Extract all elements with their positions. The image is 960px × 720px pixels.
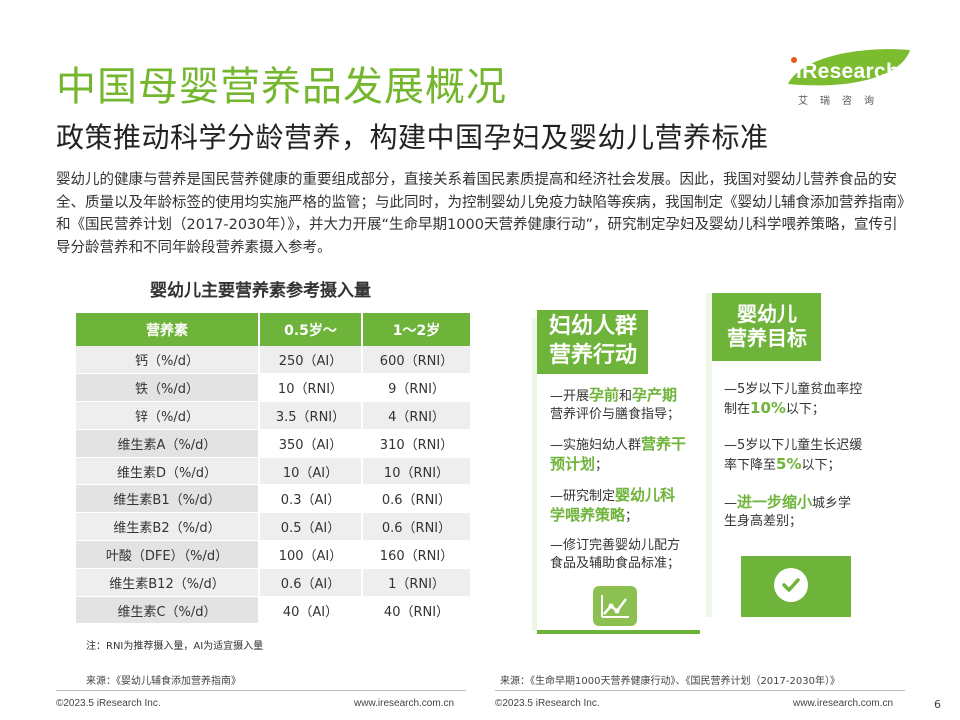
action-item: —修订完善婴幼儿配方食品及辅助食品标准； (550, 538, 681, 571)
cell-nutrient: 维生素B2（%/d） (76, 512, 260, 542)
footer-copyright-right: ©2023.5 iResearch Inc. (495, 698, 600, 709)
cell-value: 10（AI） (259, 457, 363, 486)
cell-value: 10（RNI） (362, 457, 470, 486)
cell-nutrient: 铁（%/d） (76, 373, 260, 403)
cell-value: 100（AI） (259, 540, 363, 569)
table-row: 维生素B1（%/d） 0.3（AI） 0.6（RNI） (76, 484, 470, 514)
source-left: 来源：《婴幼儿辅食添加营养指南》 (86, 676, 241, 687)
cell-value: 600（RNI） (362, 346, 470, 375)
table-row: 叶酸（DFE）（%/d） 100（AI） 160（RNI） (76, 540, 470, 569)
cell-value: 310（RNI） (362, 429, 470, 458)
cell-value: 0.6（RNI） (362, 512, 470, 542)
footer-divider-right (495, 690, 905, 691)
cell-value: 9（RNI） (362, 373, 470, 403)
cell-nutrient: 锌（%/d） (76, 401, 260, 430)
cell-nutrient: 维生素D（%/d） (76, 457, 260, 486)
page-subtitle: 政策推动科学分龄营养，构建中国孕妇及婴幼儿营养标准 (56, 121, 769, 154)
cell-value: 40（RNI） (362, 596, 470, 625)
page-number: 6 (934, 698, 941, 711)
goal-card-body: —5岁以下儿童贫血率控制在10%以下； —5岁以下儿童生长迟缓率下降至5%以下；… (724, 381, 864, 549)
header-age-1-2: 1～2岁 (362, 313, 470, 346)
goal-card-header (712, 293, 821, 361)
logo-wordmark: iResearch (796, 60, 900, 83)
table-row: 维生素B12（%/d） 0.6（AI） 1（RNI） (76, 568, 470, 597)
table-row: 维生素D（%/d） 10（AI） 10（RNI） (76, 457, 470, 486)
header-nutrient: 营养素 (76, 313, 260, 346)
cell-value: 0.6（RNI） (362, 484, 470, 514)
nutrient-table: 营养素 0.5岁～ 1～2岁 钙（%/d） 250（AI） 600（RNI） 铁… (76, 313, 470, 625)
goal-item: —进一步缩小城乡学生身高差别； (724, 493, 852, 529)
goal-card-title: 婴幼儿 营养目标 (727, 302, 807, 350)
cell-nutrient: 维生素B1（%/d） (76, 484, 260, 514)
table-note: 注：RNI为推荐摄入量，AI为适宜摄入量 (86, 641, 264, 652)
intro-paragraph: 婴幼儿的健康与营养是国民营养健康的重要组成部分，直接关系着国民素质提高和经济社会… (56, 172, 905, 256)
footer-divider-left (56, 690, 466, 691)
header-age-half: 0.5岁～ (259, 313, 363, 346)
cell-value: 4（RNI） (362, 401, 470, 430)
cell-nutrient: 叶酸（DFE）（%/d） (76, 540, 260, 569)
page-title: 中国母婴营养品发展概况 (56, 64, 507, 110)
line-chart-icon (593, 586, 637, 626)
cell-value: 10（RNI） (259, 373, 363, 403)
cell-value: 40（AI） (259, 596, 363, 625)
cell-value: 350（AI） (259, 429, 363, 458)
action-item: —研究制定婴幼儿科学喂养策略； (550, 486, 676, 524)
goal-item: —5岁以下儿童贫血率控制在10%以下； (724, 382, 863, 417)
table-row: 钙（%/d） 250（AI） 600（RNI） (76, 346, 470, 375)
table-row: 锌（%/d） 3.5（RNI） 4（RNI） (76, 401, 470, 430)
footer-url-right[interactable]: www.iresearch.com.cn (793, 698, 894, 709)
action-item: —开展孕前和孕产期营养评价与膳食指导； (550, 386, 681, 422)
cell-nutrient: 维生素B12（%/d） (76, 568, 260, 597)
iresearch-logo: iResearch 艾瑞咨询 (782, 46, 912, 108)
action-card-body: —开展孕前和孕产期营养评价与膳食指导； —实施妇幼人群营养干预计划； —研究制定… (550, 386, 690, 584)
cell-value: 1（RNI） (362, 568, 470, 597)
table-header-row: 营养素 0.5岁～ 1～2岁 (76, 313, 470, 346)
cell-value: 0.5（AI） (259, 512, 363, 542)
logo-leaf-shape (788, 49, 910, 86)
goal-item: —5岁以下儿童生长迟缓率下降至5%以下； (724, 438, 863, 473)
cell-value: 3.5（RNI） (259, 401, 363, 430)
footer-copyright-left: ©2023.5 iResearch Inc. (56, 698, 161, 709)
table-row: 维生素A（%/d） 350（AI） 310（RNI） (76, 429, 470, 458)
cell-value: 160（RNI） (362, 540, 470, 569)
check-circle-icon (774, 568, 808, 602)
table-title: 婴幼儿主要营养素参考摄入量 (150, 281, 371, 301)
action-card-header (537, 310, 648, 374)
cell-nutrient: 维生素A（%/d） (76, 429, 260, 458)
table-row: 铁（%/d） 10（RNI） 9（RNI） (76, 373, 470, 403)
table-row: 维生素C（%/d） 40（AI） 40（RNI） (76, 596, 470, 625)
cell-value: 0.3（AI） (259, 484, 363, 514)
cell-value: 0.6（AI） (259, 568, 363, 597)
cell-value: 250（AI） (259, 346, 363, 375)
logo-chinese-name: 艾瑞咨询 (798, 96, 886, 107)
cell-nutrient: 钙（%/d） (76, 346, 260, 375)
action-card-title: 妇幼人群 营养行动 (549, 314, 638, 368)
cell-nutrient: 维生素C（%/d） (76, 596, 260, 625)
source-right: 来源：《生命早期1000天营养健康行动》、《国民营养计划（2017-2030年）… (500, 676, 840, 687)
table-row: 维生素B2（%/d） 0.5（AI） 0.6（RNI） (76, 512, 470, 542)
action-item: —实施妇幼人群营养干预计划； (550, 435, 687, 473)
footer-url-left[interactable]: www.iresearch.com.cn (354, 698, 455, 709)
